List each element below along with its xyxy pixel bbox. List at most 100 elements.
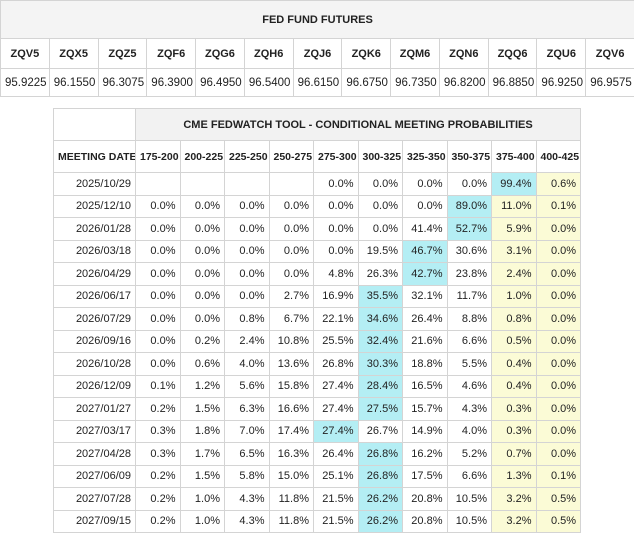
meeting-row: 2027/09/15 0.2% 1.0% 4.3% 11.8% 21.5% 26.2% 20.… [53, 509, 582, 533]
probability: 15.7% [402, 397, 448, 421]
probability: 15.8% [268, 374, 314, 398]
contract-header: ZQH6 [243, 38, 294, 69]
probability: 0.4% [491, 374, 537, 398]
probability: 27.4% [313, 374, 359, 398]
probability: 6.6% [446, 329, 492, 353]
probability: 8.8% [446, 307, 492, 331]
probability: 26.8% [313, 352, 359, 376]
probability: 0.0% [135, 262, 181, 286]
probability: 26.4% [402, 307, 448, 331]
meeting-date: 2026/12/09 [53, 374, 136, 398]
probability: 0.0% [268, 217, 314, 241]
meeting-date: 2025/12/10 [53, 194, 136, 218]
probability: 0.0% [357, 217, 403, 241]
probability: 1.7% [179, 442, 225, 466]
meeting-date: 2027/01/27 [53, 397, 136, 421]
futures-table: FED FUND FUTURES ZQV5 ZQX5 ZQZ5 ZQF6 ZQG6 ZQH6… [0, 0, 634, 97]
meeting-row: 2026/01/28 0.0% 0.0% 0.0% 0.0% 0.0% 0.0% 41.4% 5… [53, 217, 582, 241]
probability: 0.2% [135, 487, 181, 511]
probability: 0.0% [357, 172, 403, 196]
probability: 4.3% [224, 509, 270, 533]
meeting-row: 2026/04/29 0.0% 0.0% 0.0% 0.0% 4.8% 26.3% 42.7%… [53, 262, 582, 286]
probability: 1.2% [179, 374, 225, 398]
probability: 1.0% [179, 487, 225, 511]
meeting-row: 2027/03/17 0.3% 1.8% 7.0% 17.4% 27.4% 26.7% 14.… [53, 419, 582, 443]
contract-header: ZQX5 [48, 38, 99, 69]
probability: 20.8% [402, 509, 448, 533]
probability: 0.3% [135, 442, 181, 466]
probability: 0.0% [535, 397, 582, 421]
probability: 0.0% [313, 239, 359, 263]
probability: 0.4% [491, 352, 537, 376]
probability: 0.0% [224, 239, 270, 263]
probability: 0.2% [135, 464, 181, 488]
probability [268, 172, 314, 196]
probability: 42.7% [402, 262, 448, 286]
contract-header: ZQG6 [195, 38, 245, 69]
probability: 0.0% [357, 194, 403, 218]
probability: 89.0% [446, 194, 492, 218]
probability: 0.0% [535, 262, 582, 286]
probability: 0.0% [313, 172, 359, 196]
probability: 0.0% [179, 262, 225, 286]
probability: 5.8% [224, 464, 270, 488]
meeting-date: 2027/09/15 [53, 509, 136, 533]
contract-header: ZQZ5 [97, 38, 148, 69]
probability: 4.3% [224, 487, 270, 511]
range-header: 325-350 [402, 140, 448, 173]
probability: 21.5% [313, 509, 359, 533]
probability: 0.0% [446, 172, 492, 196]
meeting-date: 2027/06/09 [53, 464, 136, 488]
probability: 0.0% [535, 352, 582, 376]
probability [135, 172, 181, 196]
probability: 41.4% [402, 217, 448, 241]
probability: 1.0% [179, 509, 225, 533]
probability: 26.2% [357, 487, 403, 511]
probability: 5.6% [224, 374, 270, 398]
probability: 0.8% [491, 307, 537, 331]
range-header: 200-225 [179, 140, 225, 173]
probability: 0.0% [313, 194, 359, 218]
contract-header: ZQJ6 [292, 38, 343, 69]
title-row: CME FEDWATCH TOOL - CONDITIONAL MEETING … [53, 108, 582, 141]
probability: 11.8% [268, 487, 314, 511]
probability: 0.5% [535, 487, 582, 511]
probability: 5.2% [446, 442, 492, 466]
contract-price: 95.9225 [0, 68, 50, 97]
probability: 0.0% [224, 194, 270, 218]
contract-price: 96.9575 [585, 68, 634, 97]
probability: 0.0% [179, 284, 225, 308]
probability: 0.1% [535, 194, 582, 218]
meeting-date: 2027/03/17 [53, 419, 136, 443]
probability: 26.8% [357, 464, 403, 488]
probability: 0.0% [535, 374, 582, 398]
meeting-row: 2027/01/27 0.2% 1.5% 6.3% 16.6% 27.4% 27.5% 15.… [53, 397, 582, 421]
probability: 0.0% [535, 442, 582, 466]
probability: 17.5% [402, 464, 448, 488]
probability: 11.0% [491, 194, 537, 218]
probability: 3.1% [491, 239, 537, 263]
range-header: 400-425 [535, 140, 582, 173]
probability: 15.0% [268, 464, 314, 488]
probability: 4.3% [446, 397, 492, 421]
table-title: CME FEDWATCH TOOL - CONDITIONAL MEETING … [134, 108, 582, 141]
probability: 3.2% [491, 509, 537, 533]
meeting-row: 2025/10/29 0.0% 0.0% 0.0% 0.0% 99.4% 0.6% [53, 172, 582, 196]
probability: 0.0% [268, 194, 314, 218]
meeting-row: 2027/04/28 0.3% 1.7% 6.5% 16.3% 26.4% 26.8% 16.… [53, 442, 582, 466]
probability: 26.3% [357, 262, 403, 286]
meeting-row: 2026/09/16 0.0% 0.2% 2.4% 10.8% 25.5% 32.4% 21.… [53, 329, 582, 353]
contract-price: 96.7350 [390, 68, 440, 97]
meeting-row: 2026/07/29 0.0% 0.0% 0.8% 6.7% 22.1% 34.6% 26.4… [53, 307, 582, 331]
probability: 0.6% [179, 352, 225, 376]
probability: 17.4% [268, 419, 314, 443]
probability: 16.9% [313, 284, 359, 308]
probability: 0.0% [135, 194, 181, 218]
meeting-date: 2026/04/29 [53, 262, 136, 286]
probability: 0.3% [491, 419, 537, 443]
probability: 25.5% [313, 329, 359, 353]
probability: 6.3% [224, 397, 270, 421]
contract-header: ZQN6 [438, 38, 489, 69]
probability: 0.0% [135, 307, 181, 331]
range-header: 175-200 [135, 140, 181, 173]
